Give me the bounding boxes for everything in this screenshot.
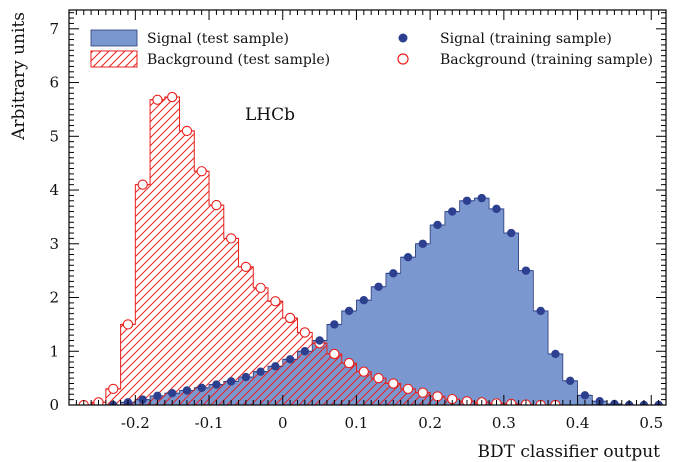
signal-training-point [551, 349, 560, 359]
legend-label-background-training: Background (training sample) [440, 52, 653, 68]
background-training-point [388, 378, 399, 389]
signal-training-point [565, 376, 575, 386]
background-training-point [240, 261, 252, 273]
y-tick-label: 0 [49, 396, 59, 414]
signal-training-point [182, 386, 192, 395]
legend-entry-signal-test: Signal (test sample) [90, 29, 289, 47]
signal-training-point [197, 383, 206, 393]
signal-training-point [226, 377, 236, 386]
signal-training-point [359, 296, 369, 305]
background-training-point [402, 383, 414, 395]
signal-training-point [448, 207, 457, 216]
background-training-point [373, 372, 384, 384]
signal-training-point [536, 306, 545, 316]
signal-training-point [212, 380, 221, 389]
y-axis-label: Arbitrary units [9, 12, 29, 141]
signal-training-point [433, 220, 442, 230]
background-training-point [358, 366, 369, 377]
background-training-point [137, 179, 148, 190]
background-training-point [108, 383, 119, 395]
y-tick-label: 3 [49, 235, 59, 253]
y-tick-label: 4 [49, 181, 59, 199]
x-tick-label: 0.4 [566, 414, 590, 432]
x-axis-label: BDT classifier output [478, 442, 661, 462]
background-training-point [152, 94, 163, 105]
legend-label-signal-training: Signal (training sample) [440, 31, 612, 47]
signal-training-point [403, 253, 413, 262]
signal-training-point [300, 347, 310, 356]
y-tick-label: 7 [49, 20, 59, 38]
background-training-point [417, 387, 428, 398]
lhcb-annotation: LHCb [245, 105, 295, 125]
x-tick-label: 0.1 [345, 414, 369, 432]
x-tick-label: 0.5 [639, 414, 663, 432]
x-tick-label: 0.2 [418, 414, 442, 432]
legend-label-background-test: Background (test sample) [147, 52, 330, 68]
legend-swatch-background-test [90, 50, 138, 68]
legend-entry-background-test: Background (test sample) [90, 50, 330, 68]
legend: Signal (test sample) Background (test sa… [90, 29, 653, 68]
background-training-point [299, 327, 311, 338]
background-training-point [270, 296, 281, 307]
x-tick-label: -0.2 [121, 414, 150, 432]
background-training-point [255, 282, 266, 293]
y-tick-label: 5 [49, 127, 59, 145]
signal-training-point [138, 395, 147, 404]
background-training-point [167, 91, 178, 103]
legend-entry-signal-training: Signal (training sample) [398, 31, 612, 47]
x-tick-label: -0.1 [195, 414, 224, 432]
background-training-point [329, 348, 340, 360]
signal-training-point [330, 320, 339, 329]
y-tick-label: 2 [49, 289, 59, 307]
signal-training-point [374, 282, 383, 291]
legend-label-signal-test: Signal (test sample) [147, 31, 289, 47]
background-training-point [196, 166, 207, 177]
signal-training-point [285, 355, 295, 364]
signal-training-point [580, 391, 590, 400]
y-tick-label: 6 [49, 74, 59, 92]
signal-training-point [271, 362, 280, 371]
signal-training-point [167, 388, 177, 398]
signal-training-point [521, 266, 531, 275]
x-tick-label: 0 [278, 414, 288, 432]
signal-training-point [344, 306, 354, 316]
legend-marker-signal-training [398, 33, 408, 43]
background-training-point [225, 233, 237, 244]
background-training-point [284, 312, 296, 324]
signal-training-point [507, 228, 516, 238]
signal-training-point [492, 204, 501, 214]
plot-frame [68, 9, 667, 406]
signal-training-point [315, 336, 324, 345]
background-training-point [343, 357, 355, 369]
legend-swatch-signal-test [90, 29, 138, 47]
x-tick-label: 0.3 [492, 414, 516, 432]
signal-training-point [256, 367, 265, 376]
background-training-point [211, 199, 222, 211]
signal-training-point [389, 269, 398, 278]
signal-training-point [462, 196, 472, 205]
legend-marker-background-training [397, 53, 409, 65]
legend-entry-background-training: Background (training sample) [397, 52, 653, 68]
background-training-point [432, 391, 443, 402]
background-training-point [122, 319, 134, 330]
background-training-point [181, 125, 193, 137]
signal-training-point [153, 391, 162, 401]
signal-training-point [418, 239, 427, 248]
signal-training-point [241, 372, 251, 382]
y-tick-label: 1 [49, 342, 59, 360]
signal-training-point [477, 193, 486, 203]
